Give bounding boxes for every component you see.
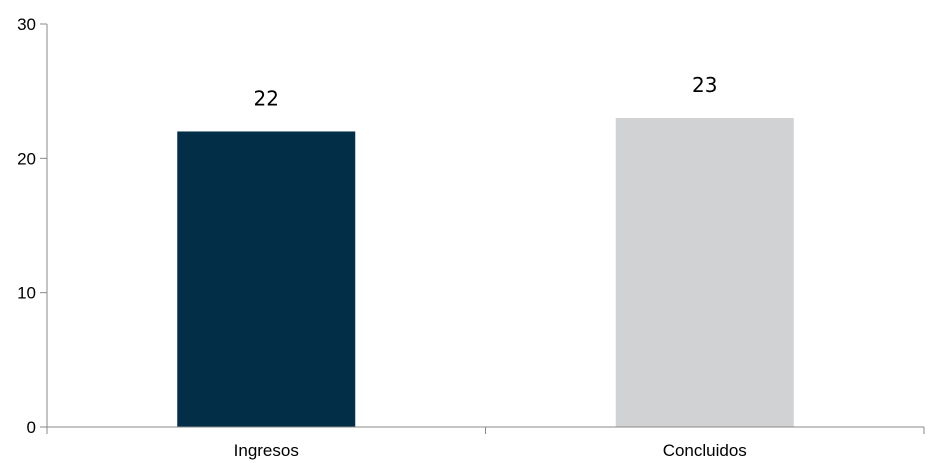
y-tick-label: 30 — [17, 15, 36, 34]
x-tick-label: Ingresos — [234, 441, 299, 460]
x-tick-label: Concluidos — [663, 441, 747, 460]
bar-ingresos — [177, 131, 356, 427]
bars-layer — [177, 118, 794, 428]
y-axis-ticks: 0 10 20 30 — [17, 15, 47, 437]
bar-concluidos — [615, 118, 794, 428]
y-tick-label: 0 — [27, 418, 36, 437]
y-tick-label: 10 — [17, 284, 36, 303]
data-label: 22 — [254, 86, 279, 110]
x-axis-ticks: Ingresos Concluidos — [46, 427, 925, 460]
y-tick-label: 20 — [17, 149, 36, 168]
data-labels: 22 23 — [254, 73, 718, 110]
data-label: 23 — [692, 73, 717, 97]
